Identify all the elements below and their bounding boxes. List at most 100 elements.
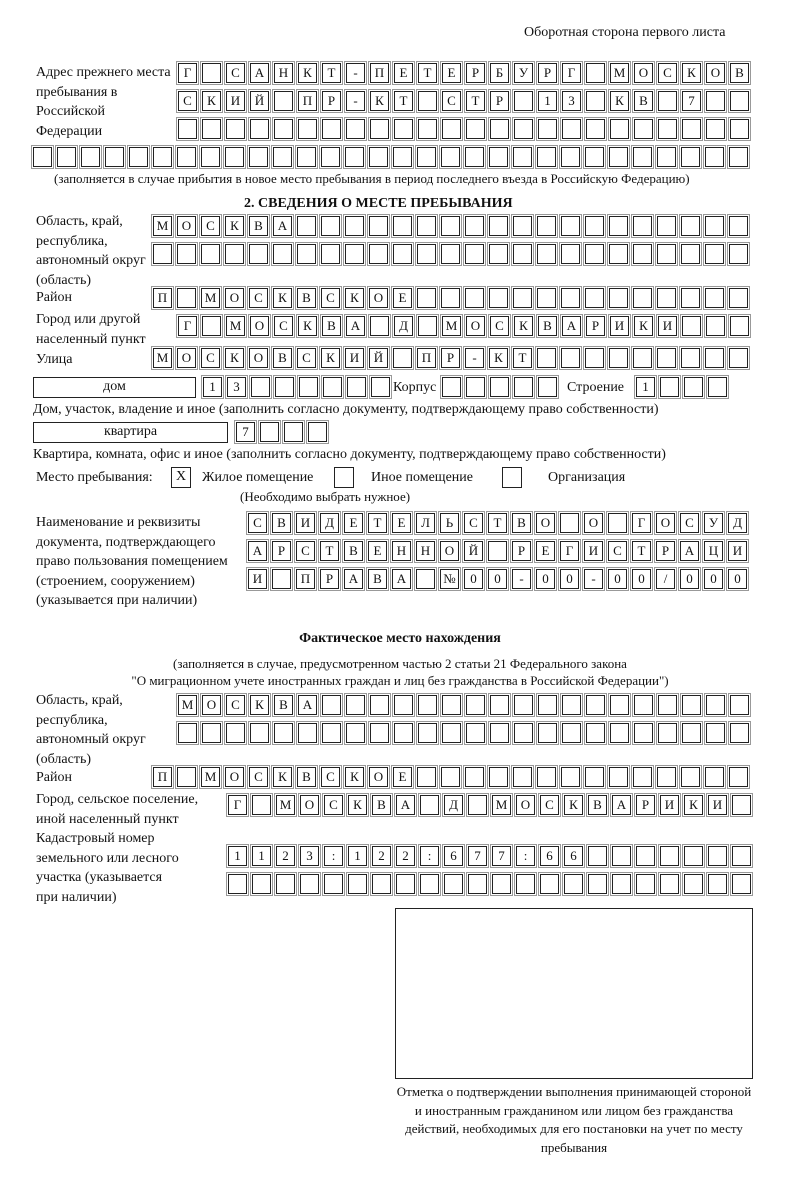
char-cell[interactable] (488, 117, 511, 141)
char-cell[interactable] (607, 242, 630, 266)
char-cell[interactable] (344, 693, 367, 717)
previous-address-row-3[interactable] (176, 117, 754, 141)
char-cell[interactable] (258, 420, 281, 444)
char-cell[interactable] (558, 511, 581, 535)
char-cell[interactable]: Д (442, 793, 465, 817)
char-cell[interactable]: П (415, 346, 438, 370)
char-cell[interactable] (272, 89, 295, 113)
char-cell[interactable]: Г (176, 61, 199, 85)
char-cell[interactable] (704, 89, 727, 113)
char-cell[interactable] (103, 145, 126, 169)
char-cell[interactable] (728, 721, 751, 745)
char-cell[interactable]: О (223, 765, 246, 789)
char-cell[interactable]: 1 (226, 844, 249, 868)
char-cell[interactable] (631, 765, 654, 789)
char-cell[interactable]: Т (392, 89, 415, 113)
char-cell[interactable]: М (274, 793, 297, 817)
char-cell[interactable]: И (246, 567, 269, 591)
char-cell[interactable] (562, 872, 585, 896)
char-cell[interactable]: Ь (438, 511, 461, 535)
char-cell[interactable]: 0 (558, 567, 581, 591)
char-cell[interactable]: К (632, 314, 655, 338)
char-cell[interactable]: 7 (466, 844, 489, 868)
char-cell[interactable] (655, 214, 678, 238)
char-cell[interactable] (703, 346, 726, 370)
char-cell[interactable] (415, 145, 438, 169)
char-cell[interactable]: А (390, 567, 413, 591)
char-cell[interactable] (272, 721, 295, 745)
char-cell[interactable]: Р (584, 314, 607, 338)
char-cell[interactable] (727, 346, 750, 370)
char-cell[interactable] (464, 721, 487, 745)
char-cell[interactable]: Е (390, 511, 413, 535)
char-cell[interactable]: М (199, 765, 222, 789)
char-cell[interactable]: : (322, 844, 345, 868)
char-cell[interactable]: А (344, 314, 367, 338)
char-cell[interactable] (704, 117, 727, 141)
char-cell[interactable] (703, 286, 726, 310)
char-cell[interactable] (706, 375, 729, 399)
char-cell[interactable] (535, 145, 558, 169)
char-cell[interactable] (536, 117, 559, 141)
char-cell[interactable] (512, 721, 535, 745)
char-cell[interactable] (584, 61, 607, 85)
char-cell[interactable] (656, 89, 679, 113)
char-cell[interactable] (439, 286, 462, 310)
char-cell[interactable] (559, 145, 582, 169)
actual-region-row-2[interactable] (176, 721, 754, 745)
char-cell[interactable] (297, 375, 320, 399)
char-cell[interactable]: Д (726, 511, 749, 535)
char-cell[interactable] (559, 214, 582, 238)
char-cell[interactable] (606, 511, 629, 535)
char-cell[interactable]: А (394, 793, 417, 817)
char-cell[interactable] (175, 145, 198, 169)
char-cell[interactable]: 6 (442, 844, 465, 868)
char-cell[interactable]: О (175, 346, 198, 370)
char-cell[interactable]: Р (270, 539, 293, 563)
char-cell[interactable] (583, 214, 606, 238)
char-cell[interactable] (199, 145, 222, 169)
char-cell[interactable] (463, 286, 486, 310)
char-cell[interactable] (727, 214, 750, 238)
char-cell[interactable] (367, 242, 390, 266)
char-cell[interactable]: В (271, 346, 294, 370)
char-cell[interactable] (200, 314, 223, 338)
char-cell[interactable] (247, 242, 270, 266)
char-cell[interactable]: 7 (680, 89, 703, 113)
char-cell[interactable]: 0 (606, 567, 629, 591)
char-cell[interactable]: С (295, 346, 318, 370)
char-cell[interactable] (631, 286, 654, 310)
char-cell[interactable] (679, 346, 702, 370)
char-cell[interactable]: С (247, 765, 270, 789)
char-cell[interactable]: С (272, 314, 295, 338)
char-cell[interactable]: Л (414, 511, 437, 535)
char-cell[interactable]: В (270, 511, 293, 535)
char-cell[interactable] (583, 346, 606, 370)
char-cell[interactable] (680, 693, 703, 717)
char-cell[interactable] (368, 117, 391, 141)
char-cell[interactable] (486, 539, 509, 563)
char-cell[interactable]: О (704, 61, 727, 85)
char-cell[interactable] (415, 242, 438, 266)
char-cell[interactable] (607, 214, 630, 238)
char-cell[interactable]: - (582, 567, 605, 591)
char-cell[interactable]: Р (439, 346, 462, 370)
char-cell[interactable]: Н (414, 539, 437, 563)
char-cell[interactable] (296, 721, 319, 745)
char-cell[interactable]: К (512, 314, 535, 338)
char-cell[interactable] (273, 375, 296, 399)
char-cell[interactable] (706, 872, 729, 896)
char-cell[interactable] (535, 346, 558, 370)
char-cell[interactable] (416, 721, 439, 745)
char-cell[interactable] (632, 721, 655, 745)
char-cell[interactable]: Г (226, 793, 249, 817)
char-cell[interactable] (224, 117, 247, 141)
char-cell[interactable]: Н (390, 539, 413, 563)
char-cell[interactable] (680, 314, 703, 338)
char-cell[interactable]: Ц (702, 539, 725, 563)
char-cell[interactable] (368, 721, 391, 745)
char-cell[interactable]: К (608, 89, 631, 113)
char-cell[interactable]: К (296, 61, 319, 85)
char-cell[interactable]: О (248, 314, 271, 338)
char-cell[interactable]: Р (318, 567, 341, 591)
